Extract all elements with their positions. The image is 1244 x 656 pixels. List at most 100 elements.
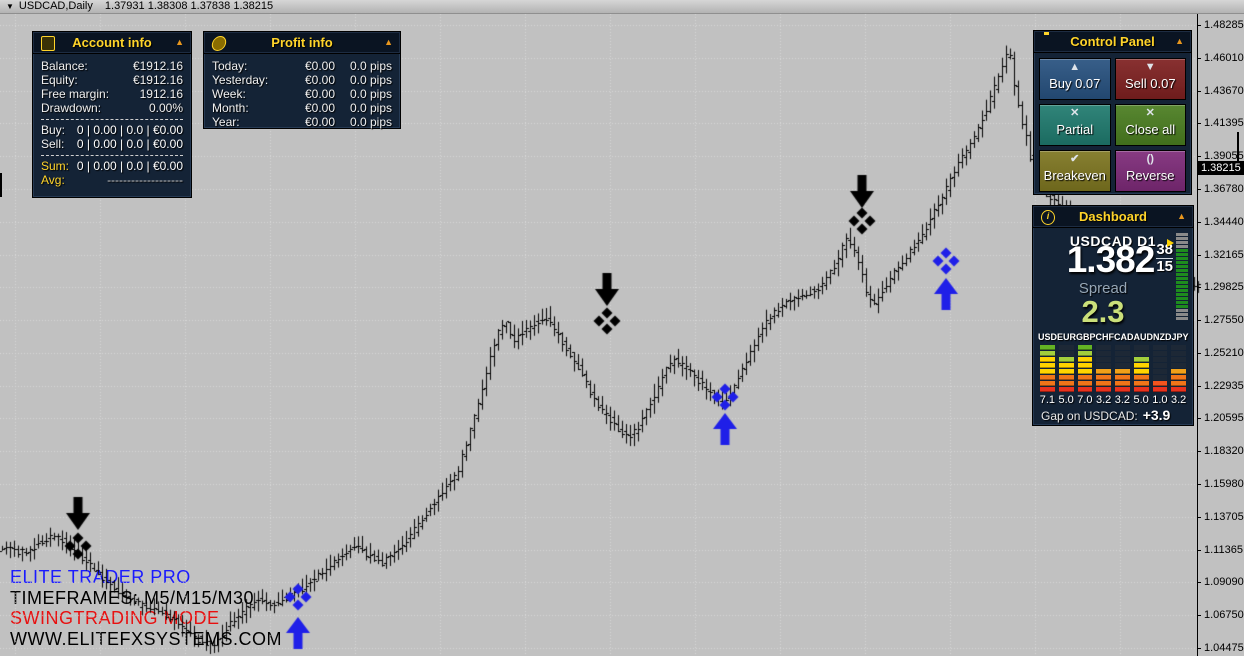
strength-slot [1115, 351, 1130, 356]
strength-slot [1152, 375, 1168, 380]
spread-value: 2.3 [1081, 294, 1125, 329]
strength-column-nzd [1151, 344, 1170, 392]
gauge-segment [1176, 241, 1188, 244]
chart-ohlc-values: 1.37931 1.38308 1.37838 1.38215 [104, 0, 274, 12]
buy-button-icon: ▲ [1069, 61, 1081, 73]
account-row-label: Drawdown: [41, 101, 102, 115]
strength-segment [1152, 387, 1168, 392]
account-row-value: €1912.16 [132, 73, 183, 87]
strength-segment [1077, 381, 1093, 386]
currency-code: CAD [1114, 332, 1134, 342]
scroll-mark[interactable] [1237, 132, 1239, 172]
strength-slot [1058, 351, 1074, 356]
account-row-value: 0 | 0.00 | 0.0 | €0.00 [76, 137, 183, 151]
currency-codes-row: USD EUR GBP CHF CAD AUD NZD JPY [1038, 332, 1189, 342]
collapse-arrow-icon[interactable]: ▲ [384, 37, 393, 47]
strength-segment [1058, 381, 1074, 386]
price-main: 1.382 [1066, 239, 1156, 280]
gauge-segment [1176, 277, 1188, 280]
close-all-button-icon: ✕ [1145, 107, 1155, 119]
gauge-segment [1176, 233, 1188, 236]
account-info-panel: Account info ▲ Balance: €1912.16 Equity: €1… [32, 31, 192, 198]
buy-button[interactable]: ▲ Buy 0.07 [1039, 58, 1111, 100]
strength-column-chf [1094, 344, 1113, 392]
currency-code: EUR [1057, 332, 1077, 342]
control-panel: Control Panel ▲ ▲ Buy 0.07 ▼ Sell 0.07 ✕ Part… [1033, 30, 1192, 195]
dashboard-title: Dashboard [1079, 209, 1147, 224]
collapse-arrow-icon[interactable]: ▲ [175, 37, 184, 47]
account-info-title: Account info [72, 35, 152, 50]
dashboard-price: 1.382 38 15 [1033, 239, 1173, 281]
strength-segment [1077, 387, 1093, 392]
account-info-header[interactable]: Account info ▲ [33, 32, 191, 54]
breakeven-button-label: Breakeven [1043, 168, 1106, 183]
dashboard-header[interactable]: i Dashboard ▲ [1033, 206, 1193, 228]
strength-slot [1096, 363, 1111, 368]
strength-segment [1133, 363, 1149, 368]
gauge-segment [1176, 289, 1188, 292]
strength-slot [1115, 345, 1130, 350]
reverse-button[interactable]: () Reverse [1114, 150, 1186, 192]
profit-row: Year: €0.00 0.0 pips [204, 115, 400, 129]
profit-row-euro: €0.00 [304, 73, 335, 87]
partial-close-button[interactable]: ✕ Partial [1039, 104, 1111, 146]
strength-segment [1115, 375, 1130, 380]
currency-strength-value: 3.2 [1114, 394, 1131, 406]
strength-slot [1096, 345, 1111, 350]
chevron-down-icon[interactable]: ▼ [6, 2, 14, 11]
account-row-label: Equity: [41, 73, 78, 87]
strength-slot [1152, 345, 1168, 350]
strength-segment [1077, 345, 1093, 350]
profit-row-euro: €0.00 [304, 101, 335, 115]
account-row-label: Avg: [41, 173, 65, 187]
account-row: Sum: 0 | 0.00 | 0.0 | €0.00 [33, 159, 191, 173]
gauge-pointer-icon [1167, 239, 1174, 247]
account-row: Equity: €1912.16 [33, 73, 191, 87]
account-row: Drawdown: 0.00% [33, 101, 191, 115]
current-price-tag: 1.38215 [1198, 161, 1244, 175]
sell-button[interactable]: ▼ Sell 0.07 [1114, 58, 1186, 100]
strength-segment [1040, 381, 1055, 386]
price-subpips: 15 [1156, 258, 1173, 275]
strength-segment [1115, 381, 1130, 386]
strength-segment [1096, 387, 1111, 392]
strength-column-aud [1132, 344, 1151, 392]
account-row-value: 0.00% [148, 101, 183, 115]
profit-row-pips: 0.0 pips [349, 59, 392, 73]
sell-button-icon: ▼ [1144, 61, 1156, 73]
strength-slot [1115, 363, 1130, 368]
gauge-segment [1176, 297, 1188, 300]
reverse-button-label: Reverse [1126, 168, 1175, 183]
account-row-label: Free margin: [41, 87, 110, 101]
collapse-arrow-icon[interactable]: ▲ [1177, 211, 1186, 221]
strength-segment [1058, 387, 1074, 392]
control-panel-header[interactable]: Control Panel ▲ [1034, 31, 1191, 53]
gauge-segment [1176, 253, 1188, 256]
profit-row-label: Week: [212, 87, 246, 101]
account-row: Balance: €1912.16 [33, 59, 191, 73]
breakeven-button[interactable]: ✔ Breakeven [1039, 150, 1111, 192]
left-edge-mark [0, 173, 2, 197]
strength-slot [1058, 345, 1074, 350]
account-row-label: Buy: [41, 123, 66, 137]
gauge-segment [1176, 261, 1188, 264]
breakeven-button-icon: ✔ [1070, 153, 1080, 165]
strength-segment [1040, 369, 1055, 374]
account-row-value: ------------------- [107, 173, 183, 187]
profit-row: Month: €0.00 0.0 pips [204, 101, 400, 115]
strength-slot [1152, 363, 1168, 368]
strength-segment [1171, 375, 1186, 380]
strength-segment [1040, 345, 1055, 350]
gauge-segment [1176, 317, 1188, 320]
strength-segment [1133, 375, 1149, 380]
buy-button-label: Buy 0.07 [1049, 76, 1101, 91]
gauge-segment [1176, 265, 1188, 268]
strength-slot [1152, 357, 1168, 362]
profit-info-header[interactable]: Profit info ▲ [204, 32, 400, 54]
gauge-segment [1176, 301, 1188, 304]
currency-strength-bars [1038, 344, 1188, 392]
price-axis-border [1197, 13, 1198, 656]
collapse-arrow-icon[interactable]: ▲ [1175, 36, 1184, 46]
close-all-button[interactable]: ✕ Close all [1114, 104, 1186, 146]
account-row-value: 1912.16 [139, 87, 183, 101]
